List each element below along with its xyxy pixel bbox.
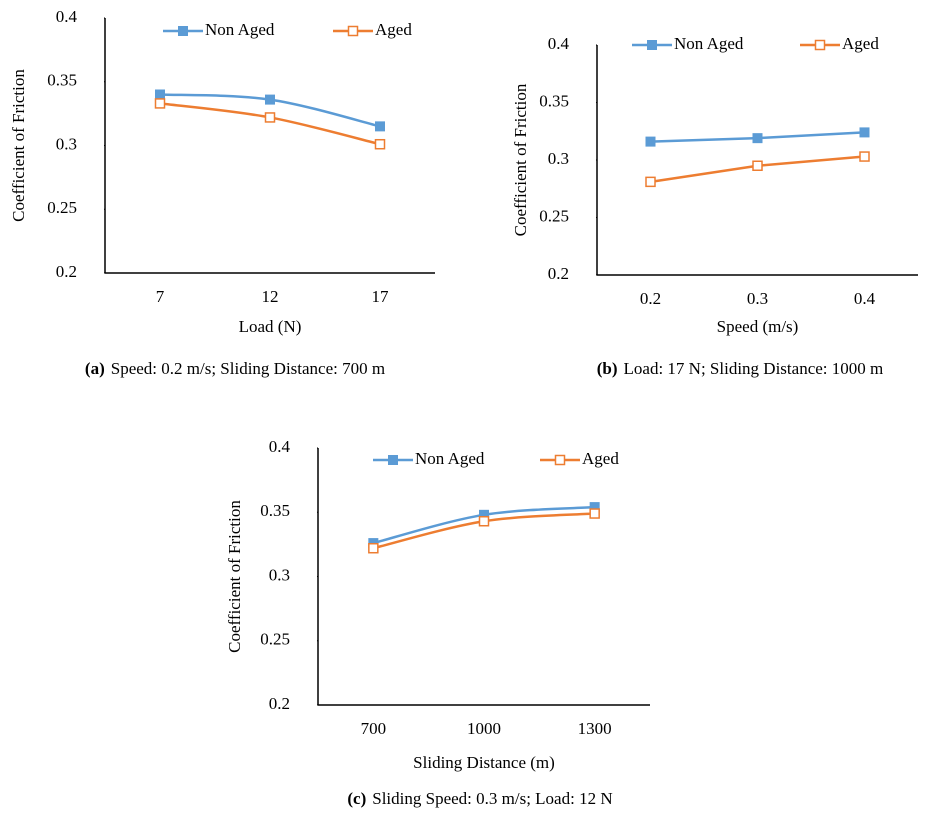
y-tick-label: 0.4 — [56, 7, 78, 26]
y-tick-label: 0.25 — [539, 206, 569, 225]
legend-label: Non Aged — [415, 449, 485, 468]
legend-label: Aged — [582, 449, 619, 468]
x-axis-label: Speed (m/s) — [717, 317, 799, 336]
legend-marker — [554, 454, 566, 466]
legend-marker — [814, 39, 826, 51]
caption: (c) Sliding Speed: 0.3 m/s; Load: 12 N — [347, 789, 612, 808]
x-tick-label: 0.4 — [854, 289, 876, 308]
x-tick-label: 1000 — [467, 719, 501, 738]
x-axis-label: Load (N) — [239, 317, 302, 336]
x-tick-label: 0.3 — [747, 289, 768, 308]
marker — [589, 508, 600, 519]
y-tick-label: 0.35 — [539, 91, 569, 110]
marker — [859, 127, 870, 138]
caption-text: Load: 17 N; Sliding Distance: 1000 m — [624, 359, 884, 378]
y-axis-label: Coefficient of Friction — [225, 500, 244, 653]
y-tick-label: 0.3 — [548, 149, 569, 168]
x-axis-label: Sliding Distance (m) — [413, 753, 555, 772]
marker — [478, 515, 490, 527]
y-tick-label: 0.35 — [260, 501, 290, 520]
marker — [645, 136, 656, 147]
legend-label: Aged — [375, 20, 412, 39]
marker — [265, 94, 275, 105]
marker — [479, 509, 489, 520]
y-tick-label: 0.4 — [548, 34, 570, 53]
caption-text: Speed: 0.2 m/s; Sliding Distance: 700 m — [111, 359, 385, 378]
chart-panel: 0.2 0.25 0.3 0.35 0.4 7 12 17 Load (N) Coefficien… — [9, 7, 435, 378]
y-tick-label: 0.3 — [269, 565, 290, 584]
caption-label: (b) — [597, 359, 618, 378]
y-tick-label: 0.35 — [47, 71, 77, 90]
legend-marker — [178, 26, 188, 36]
x-tick-label: 700 — [361, 719, 387, 738]
marker — [374, 138, 386, 150]
chart-panel: 0.2 0.25 0.3 0.35 0.4 0.2 0.3 0.4 Speed (m/s) Coe… — [511, 34, 918, 378]
caption-label: (a) — [85, 359, 105, 378]
y-tick-label: 0.2 — [548, 264, 569, 283]
marker — [859, 151, 870, 162]
x-tick-label: 1300 — [578, 719, 612, 738]
x-tick-label: 12 — [262, 287, 279, 306]
legend-marker — [388, 455, 398, 465]
y-tick-label: 0.25 — [260, 630, 290, 649]
y-axis-label: Coefficient of Friction — [9, 69, 28, 222]
legend-label: Aged — [842, 34, 879, 53]
y-tick-label: 0.3 — [56, 134, 77, 153]
x-tick-label: 17 — [372, 287, 390, 306]
y-tick-label: 0.4 — [269, 437, 291, 456]
x-tick-label: 7 — [156, 287, 165, 306]
caption: (b) Load: 17 N; Sliding Distance: 1000 m — [597, 359, 883, 378]
marker — [645, 176, 656, 188]
marker — [752, 160, 763, 171]
series-line — [159, 102, 381, 146]
y-tick-label: 0.2 — [269, 694, 290, 713]
marker — [752, 133, 763, 144]
y-axis-label: Coefficient of Friction — [511, 83, 530, 236]
marker — [154, 98, 166, 109]
x-tick-label: 0.2 — [640, 289, 661, 308]
marker — [368, 542, 379, 554]
caption: (a) Speed: 0.2 m/s; Sliding Distance: 700… — [85, 359, 385, 378]
caption-text: Sliding Speed: 0.3 m/s; Load: 12 N — [372, 789, 612, 808]
y-tick-label: 0.2 — [56, 262, 77, 281]
marker — [264, 112, 276, 123]
marker — [375, 121, 385, 132]
legend-marker — [347, 25, 359, 37]
marker — [155, 89, 165, 100]
legend-label: Non Aged — [205, 20, 275, 39]
legend-label: Non Aged — [674, 34, 744, 53]
marker — [589, 502, 600, 513]
caption-label: (c) — [347, 789, 366, 808]
y-tick-label: 0.25 — [47, 198, 77, 217]
chart-panel: 0.2 0.25 0.3 0.35 0.4 700 1000 1300 Sliding Dist… — [225, 437, 650, 808]
legend-marker — [647, 40, 657, 50]
